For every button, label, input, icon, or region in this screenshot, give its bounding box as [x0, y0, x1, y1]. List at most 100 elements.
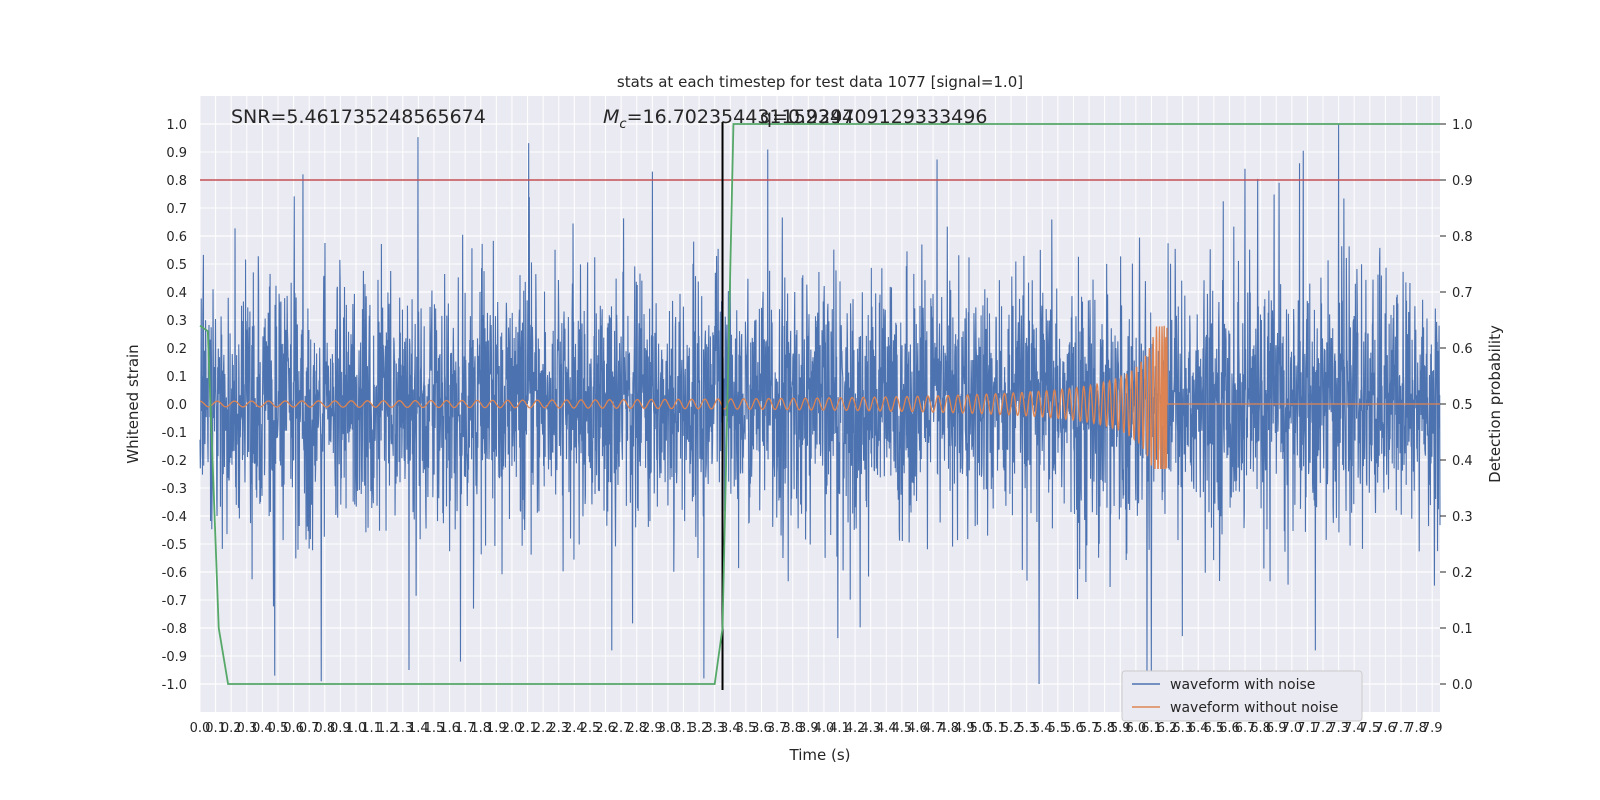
x-tick-label: 4.9 [954, 721, 975, 736]
x-tick-label: 0.0 [190, 721, 211, 736]
x-tick-label: 6.0 [1126, 721, 1147, 736]
x-tick-label: 7.8 [1406, 721, 1427, 736]
right-y-tick-label: 0.6 [1452, 342, 1473, 357]
waveform-without-noise-line [199, 325, 1440, 470]
right-y-tick-label: 0.1 [1452, 622, 1473, 637]
x-tick-label: 3.0 [658, 721, 679, 736]
x-tick-label: 7.7 [1391, 721, 1412, 736]
x-tick-label: 2.7 [611, 721, 632, 736]
x-tick-label: 5.2 [1001, 721, 1022, 736]
x-tick-label: 3.5 [736, 721, 757, 736]
left-y-tick-label: -0.2 [162, 454, 187, 469]
x-tick-label: 3.6 [751, 721, 772, 736]
left-y-axis-label: Whitened strain [124, 344, 142, 463]
x-tick-label: 6.7 [1235, 721, 1256, 736]
x-tick-label: 2.0 [502, 721, 523, 736]
x-tick-label: 4.1 [829, 721, 850, 736]
mass-ratio-annotation: q=0.929709129333496 [760, 106, 987, 128]
x-tick-label: 6.9 [1266, 721, 1287, 736]
x-tick-label: 3.7 [767, 721, 788, 736]
left-y-tick-label: 0.0 [166, 398, 187, 413]
x-tick-label: 5.1 [985, 721, 1006, 736]
left-y-tick-label: -0.6 [162, 566, 187, 581]
x-tick-label: 6.6 [1219, 721, 1240, 736]
detection-probability-series [199, 123, 1440, 685]
waveform-with-noise-series [199, 123, 1441, 685]
x-tick-label: 3.2 [689, 721, 710, 736]
left-y-tick-label: -0.8 [162, 622, 187, 637]
left-y-tick-label: 0.6 [166, 230, 187, 245]
x-ticks: 0.00.10.20.30.40.50.60.70.80.91.01.11.21… [190, 721, 1443, 736]
x-tick-label: 2.9 [642, 721, 663, 736]
x-tick-label: 1.9 [486, 721, 507, 736]
right-y-tick-label: 0.2 [1452, 566, 1473, 581]
x-tick-label: 1.2 [377, 721, 398, 736]
x-tick-label: 4.2 [845, 721, 866, 736]
left-y-tick-label: -0.5 [162, 538, 187, 553]
x-tick-label: 6.2 [1157, 721, 1178, 736]
left-y-tick-label: 1.0 [166, 118, 187, 133]
left-y-tick-label: -0.9 [162, 650, 187, 665]
x-tick-label: 7.5 [1359, 721, 1380, 736]
right-y-tick-label: 0.7 [1452, 286, 1473, 301]
x-tick-label: 0.2 [221, 721, 242, 736]
x-tick-label: 0.3 [236, 721, 257, 736]
x-tick-label: 4.0 [814, 721, 835, 736]
x-tick-label: 2.3 [548, 721, 569, 736]
x-tick-label: 0.1 [205, 721, 226, 736]
x-tick-label: 7.3 [1328, 721, 1349, 736]
right-y-tick-label: 0.5 [1452, 398, 1473, 413]
left-y-tick-label: 0.9 [166, 146, 187, 161]
left-y-tick-label: 0.1 [166, 370, 187, 385]
x-tick-label: 1.8 [470, 721, 491, 736]
left-y-tick-label: 0.2 [166, 342, 187, 357]
x-tick-label: 2.2 [533, 721, 554, 736]
right-y-tick-label: 1.0 [1452, 118, 1473, 133]
right-y-tick-label: 0.0 [1452, 678, 1473, 693]
x-tick-label: 0.8 [314, 721, 335, 736]
x-tick-label: 1.4 [408, 721, 429, 736]
x-tick-label: 6.5 [1203, 721, 1224, 736]
x-tick-label: 5.9 [1110, 721, 1131, 736]
legend-box [1121, 670, 1363, 722]
x-tick-label: 4.8 [938, 721, 959, 736]
x-tick-label: 7.4 [1344, 721, 1365, 736]
left-y-tick-label: -1.0 [162, 678, 187, 693]
x-tick-label: 1.1 [361, 721, 382, 736]
x-tick-label: 7.2 [1313, 721, 1334, 736]
x-tick-label: 2.4 [564, 721, 585, 736]
x-tick-label: 1.6 [439, 721, 460, 736]
x-tick-label: 4.4 [876, 721, 897, 736]
x-tick-label: 3.3 [704, 721, 725, 736]
x-tick-label: 6.1 [1141, 721, 1162, 736]
x-tick-label: 5.5 [1048, 721, 1069, 736]
x-tick-label: 2.8 [626, 721, 647, 736]
snr-annotation: SNR=5.461735248565674 [231, 106, 486, 128]
right-y-tick-label: 0.9 [1452, 174, 1473, 189]
x-axis-label: Time (s) [789, 746, 851, 764]
legend: waveform with noise waveform without noi… [1121, 670, 1363, 722]
left-y-tick-label: 0.3 [166, 314, 187, 329]
x-tick-label: 1.5 [424, 721, 445, 736]
x-tick-label: 6.4 [1188, 721, 1209, 736]
left-y-tick-label: 0.7 [166, 202, 187, 217]
left-y-tick-label: 0.8 [166, 174, 187, 189]
x-tick-label: 4.3 [860, 721, 881, 736]
x-tick-label: 7.1 [1297, 721, 1318, 736]
left-y-ticks: -1.0 -0.9 -0.8 -0.7 -0.6 -0.5 -0.4 -0.3 -0.2 -0.1… [162, 118, 187, 693]
x-tick-label: 5.6 [1063, 721, 1084, 736]
x-tick-label: 4.7 [923, 721, 944, 736]
x-tick-label: 0.7 [299, 721, 320, 736]
x-tick-label: 2.5 [580, 721, 601, 736]
x-tick-label: 7.6 [1375, 721, 1396, 736]
x-tick-label: 7.9 [1422, 721, 1443, 736]
x-tick-label: 5.4 [1032, 721, 1053, 736]
x-tick-label: 6.3 [1172, 721, 1193, 736]
right-y-ticks: 0.0 0.1 0.2 0.3 0.4 0.5 0.6 0.7 0.8 0.9 1.0 [1440, 118, 1473, 693]
x-tick-label: 1.3 [392, 721, 413, 736]
x-tick-label: 5.3 [1016, 721, 1037, 736]
right-y-tick-label: 0.4 [1452, 454, 1473, 469]
legend-label-clean: waveform without noise [1170, 700, 1338, 716]
left-y-tick-label: 0.5 [166, 258, 187, 273]
